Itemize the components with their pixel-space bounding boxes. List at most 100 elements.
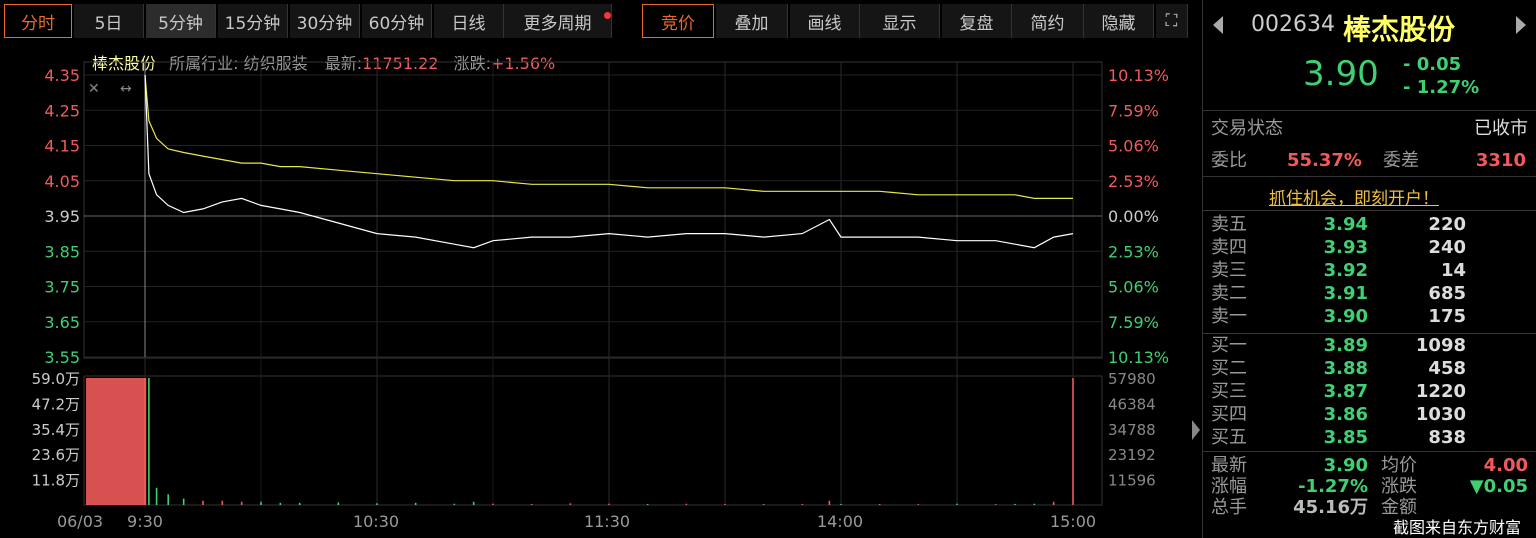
asks-level-label: 卖一 (1211, 306, 1247, 327)
price-tick: 3.75 (44, 278, 80, 297)
tool-4[interactable]: 复盘 (942, 4, 1012, 38)
asks-price: 3.93 (1323, 237, 1368, 258)
asks-level-label: 卖四 (1211, 237, 1247, 258)
pct-tick: 7.59% (1108, 101, 1159, 120)
volume-bar (240, 501, 243, 505)
tool-1[interactable]: 叠加 (716, 4, 788, 38)
tool-0[interactable]: 竞价 (642, 4, 714, 38)
bids-level-label: 买五 (1211, 427, 1247, 448)
volume-bar (608, 503, 610, 505)
status-label: 交易状态 (1211, 118, 1283, 139)
tool-2[interactable]: 画线 (790, 4, 860, 38)
price-tick: 4.25 (44, 101, 80, 120)
vol-tick-right: 11596 (1108, 472, 1156, 490)
resize-icon[interactable]: ↔ (120, 81, 132, 97)
quote-panel: 002634 棒杰股份 3.90 - 0.05 - 1.27% 交易状态 已收市… (1202, 0, 1536, 538)
volume-bar (646, 503, 649, 505)
wb-label: 委比 (1211, 150, 1247, 171)
tool-3[interactable]: 显示 (860, 4, 940, 38)
bids-volume: 458 (1428, 358, 1466, 379)
stat-chg: ▼0.05 (1469, 476, 1528, 497)
collapse-arrow-icon[interactable] (1192, 420, 1200, 440)
open-account-link[interactable]: 抓住机会，即刻开户！ (1269, 189, 1439, 209)
bids-level-label: 买二 (1211, 358, 1247, 379)
volume-bar (917, 504, 920, 505)
volume-bar (337, 502, 340, 505)
intraday-chart[interactable]: 4.35 10.13% 4.25 7.59% 4.15 5.06% 4.05 2.53% 3.9… (0, 0, 1200, 538)
tool-5[interactable]: 简约 (1012, 4, 1084, 38)
time-tick: 9:30 (127, 512, 163, 531)
stat-vol: 45.16万 (1293, 497, 1368, 518)
price-tick: 3.95 (44, 207, 80, 226)
volume-bar (956, 503, 958, 505)
change-value: +1.56% (490, 54, 556, 73)
bids-level-label: 买三 (1211, 381, 1247, 402)
pct-tick: 2.53% (1108, 242, 1159, 261)
volume-bar (472, 501, 475, 505)
asks-volume: 240 (1428, 237, 1466, 258)
pct-change: - 1.27% (1403, 77, 1480, 98)
price-panel (83, 61, 1103, 359)
volume-bar (167, 494, 169, 505)
volume-bar (202, 500, 204, 505)
bids-volume: 1098 (1415, 335, 1466, 356)
time-tick: 14:00 (817, 512, 863, 531)
volume-bar (414, 502, 417, 505)
change-label: 涨跌: (453, 54, 491, 73)
pct-tick: 10.13% (1108, 348, 1169, 367)
pct-tick: 5.06% (1108, 137, 1159, 156)
asks-price: 3.92 (1323, 260, 1368, 281)
tab-0[interactable]: 分时 (4, 4, 72, 38)
bids-price: 3.85 (1323, 427, 1368, 448)
stat-latest-label: 最新 (1211, 455, 1247, 476)
tab-5[interactable]: 60分钟 (362, 4, 432, 38)
vol-tick: 11.8万 (32, 472, 80, 490)
industry[interactable]: 纺织服装 (243, 54, 308, 73)
tab-3[interactable]: 15分钟 (218, 4, 288, 38)
tool-6[interactable]: 隐藏 (1084, 4, 1154, 38)
expand-icon[interactable]: ⛶ (1156, 4, 1188, 38)
bids-level-label: 买四 (1211, 404, 1247, 425)
asks-price: 3.91 (1323, 283, 1368, 304)
tab-6[interactable]: 日线 (434, 4, 504, 38)
stat-chg-label: 涨跌 (1381, 476, 1417, 497)
bids-price: 3.86 (1323, 404, 1368, 425)
volume-bar (530, 503, 533, 505)
notice-dot (604, 12, 611, 19)
stock-code: 002634 (1251, 12, 1335, 37)
asks-price: 3.94 (1323, 214, 1368, 235)
volume-bar (994, 504, 997, 505)
pct-tick: 5.06% (1108, 278, 1159, 297)
bids-volume: 1030 (1415, 404, 1466, 425)
time-tick: 10:30 (353, 512, 399, 531)
volume-bar (148, 378, 150, 505)
watermark: 截图来自东方财富 (1393, 518, 1522, 537)
time-tick: 06/03 (57, 512, 103, 531)
tab-2[interactable]: 5分钟 (146, 4, 216, 38)
asks-volume: 175 (1428, 306, 1466, 327)
stock-title: 棒杰股份 (1343, 13, 1456, 46)
stat-avg-label: 均价 (1381, 455, 1417, 476)
vol-tick: 59.0万 (32, 370, 80, 388)
wc-label: 委差 (1383, 150, 1419, 171)
volume-bar (685, 503, 688, 505)
asks-volume: 685 (1428, 283, 1466, 304)
vol-tick: 47.2万 (32, 395, 80, 413)
close-icon[interactable]: ✕ (88, 81, 100, 97)
tab-1[interactable]: 5日 (74, 4, 144, 38)
price-tick: 4.05 (44, 172, 80, 191)
vol-tick-right: 23192 (1108, 446, 1156, 464)
prev-stock-icon[interactable] (1213, 16, 1223, 34)
asks-level-label: 卖五 (1211, 214, 1247, 235)
stat-pct-label: 涨幅 (1211, 476, 1247, 497)
next-stock-icon[interactable] (1516, 16, 1526, 34)
price-line (144, 74, 1074, 249)
stat-latest: 3.90 (1323, 455, 1368, 476)
tab-7[interactable]: 更多周期 (504, 4, 612, 38)
bids-price: 3.88 (1323, 358, 1368, 379)
tab-4[interactable]: 30分钟 (290, 4, 360, 38)
volume-bar (828, 500, 831, 505)
price-tick: 4.15 (44, 137, 80, 156)
volume-panel (83, 375, 1103, 506)
volume-bar (1072, 378, 1074, 505)
